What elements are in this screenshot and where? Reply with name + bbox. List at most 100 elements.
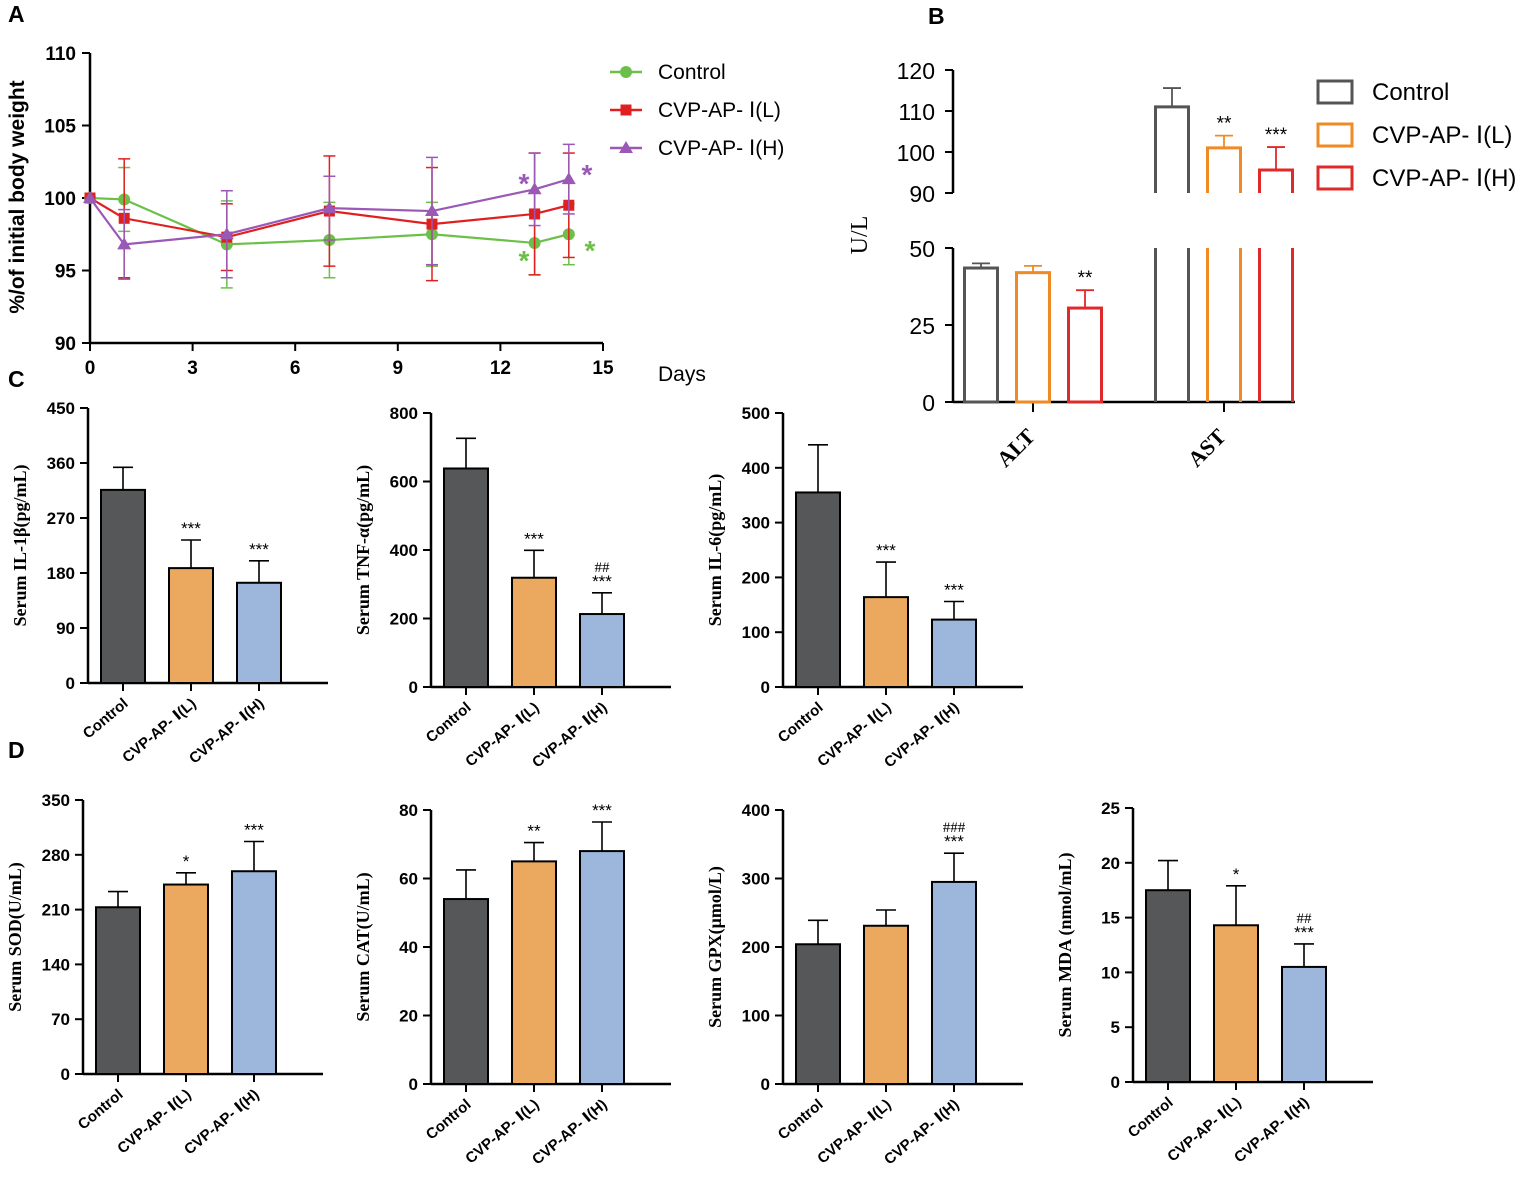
d3-y-tick-label: 300 xyxy=(742,870,770,889)
b-y-tick-label: 100 xyxy=(897,140,935,166)
a-x-tick-label: 3 xyxy=(187,358,198,379)
a-legend-marker xyxy=(619,141,633,153)
d3-significance: *** xyxy=(944,832,964,851)
d4-y-tick-label: 5 xyxy=(1111,1018,1120,1037)
c1-y-tick-label: 90 xyxy=(56,619,75,638)
c1-significance: *** xyxy=(181,519,201,538)
a-y-axis-label: %/of initial body weight xyxy=(6,80,29,313)
b-y-tick-label: 110 xyxy=(898,99,935,125)
d2-y-axis-label: Serum CAT(U/mL) xyxy=(353,872,374,1021)
d1-y-tick-label: 0 xyxy=(61,1065,70,1084)
panel-label-d: D xyxy=(8,737,25,763)
d4-y-tick-label: 20 xyxy=(1101,854,1120,873)
d2-y-tick-label: 80 xyxy=(399,801,418,820)
a-significance-star: * xyxy=(519,168,530,199)
c3-significance: *** xyxy=(944,581,964,600)
d2-bar xyxy=(443,898,489,1085)
b-y-tick-label: 90 xyxy=(909,181,935,207)
d1-bar xyxy=(231,870,277,1075)
b-legend-swatch xyxy=(1316,165,1354,191)
d4-bar xyxy=(1281,965,1327,1083)
chart-d4: 0 5 10 15 20 25 Serum MDA (nmol/mL) Control CVP-… xyxy=(1055,799,1373,1166)
c1-bar xyxy=(100,488,146,684)
a-point xyxy=(322,201,337,214)
a-significance-star: * xyxy=(585,235,596,266)
c2-y-tick-label: 600 xyxy=(390,473,418,492)
d4-y-tick-label: 15 xyxy=(1101,909,1120,928)
c2-y-tick-label: 800 xyxy=(390,404,418,423)
d2-significance: *** xyxy=(592,801,612,820)
c1-y-tick-label: 0 xyxy=(66,674,75,693)
b-bar-upper xyxy=(1154,105,1190,193)
a-point xyxy=(561,172,576,185)
d4-bar xyxy=(1213,924,1259,1083)
a-y-tick-label: 105 xyxy=(44,117,76,138)
a-significance-star: * xyxy=(519,245,530,276)
b-legend-swatch xyxy=(1316,79,1354,105)
c1-y-axis-label: Serum IL-1β(pg/mL) xyxy=(10,465,31,627)
a-y-tick-label: 100 xyxy=(44,189,76,210)
b-y-tick-label: 25 xyxy=(909,313,935,339)
d1-category-label: Control xyxy=(75,1086,127,1133)
c3-category-label: CVP-AP- Ⅰ(H) xyxy=(881,699,963,771)
b-legend-swatch xyxy=(1316,122,1354,148)
chart-d3: 0 100 200 300 400 Serum GPX(μmol/L) Control CVP… xyxy=(705,801,1023,1168)
a-legend-marker xyxy=(620,104,632,116)
d3-y-tick-label: 0 xyxy=(761,1075,770,1094)
c2-y-axis-label: Serum TNF-α(pg/mL) xyxy=(353,465,374,635)
b-significance: ** xyxy=(1217,114,1232,135)
b-bar xyxy=(1015,271,1051,404)
c2-category-label: Control xyxy=(423,699,475,746)
b-bar-lower xyxy=(1258,248,1294,402)
d3-y-tick-label: 400 xyxy=(742,801,770,820)
d1-significance: *** xyxy=(244,820,264,839)
d2-significance: ** xyxy=(527,822,541,841)
a-x-axis-label: Days xyxy=(658,363,706,386)
d2-y-tick-label: 60 xyxy=(399,870,418,889)
b-y-tick-label: 120 xyxy=(897,58,935,84)
c2-y-tick-label: 200 xyxy=(390,610,418,629)
d4-y-axis-label: Serum MDA (nmol/mL) xyxy=(1055,853,1076,1038)
d2-category-label: Control xyxy=(423,1096,475,1143)
b-bar xyxy=(963,266,999,404)
c3-bar xyxy=(795,491,841,688)
a-point xyxy=(83,191,97,203)
d1-y-tick-label: 280 xyxy=(42,846,70,865)
b-bar-lower xyxy=(1154,248,1190,402)
panel-label-c: C xyxy=(8,366,25,392)
d3-y-tick-label: 200 xyxy=(742,938,770,957)
d3-significance-hash: ### xyxy=(943,820,966,836)
d1-significance: * xyxy=(183,852,190,871)
c3-y-tick-label: 0 xyxy=(761,678,770,697)
b-y-tick-label: 0 xyxy=(922,390,935,416)
d2-bar xyxy=(511,860,557,1085)
d1-y-tick-label: 70 xyxy=(51,1010,70,1029)
d2-y-tick-label: 40 xyxy=(399,938,418,957)
a-legend-label: Control xyxy=(658,61,726,84)
d2-category-label: CVP-AP- Ⅰ(H) xyxy=(529,1096,611,1168)
c2-bar xyxy=(579,613,625,688)
b-y-tick-label: 50 xyxy=(909,236,935,262)
b-significance: ** xyxy=(1078,268,1093,289)
a-y-tick-label: 110 xyxy=(45,44,76,65)
a-point xyxy=(219,227,234,240)
b-bar-upper xyxy=(1206,146,1242,193)
d3-bar xyxy=(863,924,909,1086)
b-y-axis-label: U/L xyxy=(847,216,873,255)
a-significance-star: * xyxy=(582,159,593,190)
d1-bar xyxy=(95,906,141,1075)
d4-y-tick-label: 10 xyxy=(1101,963,1120,982)
d4-significance-hash: ## xyxy=(1297,911,1313,927)
a-point xyxy=(425,204,439,217)
c2-significance: *** xyxy=(592,572,612,591)
d4-y-tick-label: 25 xyxy=(1101,799,1120,818)
a-point xyxy=(117,237,132,250)
d1-category-label: CVP-AP- Ⅰ(H) xyxy=(181,1086,263,1158)
d3-y-axis-label: Serum GPX(μmol/L) xyxy=(705,866,726,1028)
a-legend-label: CVP-AP- Ⅰ(H) xyxy=(658,137,784,160)
d2-bar xyxy=(579,850,625,1085)
c1-y-tick-label: 180 xyxy=(47,564,75,583)
b-legend-label: CVP-AP- Ⅰ(H) xyxy=(1372,165,1516,192)
c2-significance-hash: ## xyxy=(595,560,611,576)
